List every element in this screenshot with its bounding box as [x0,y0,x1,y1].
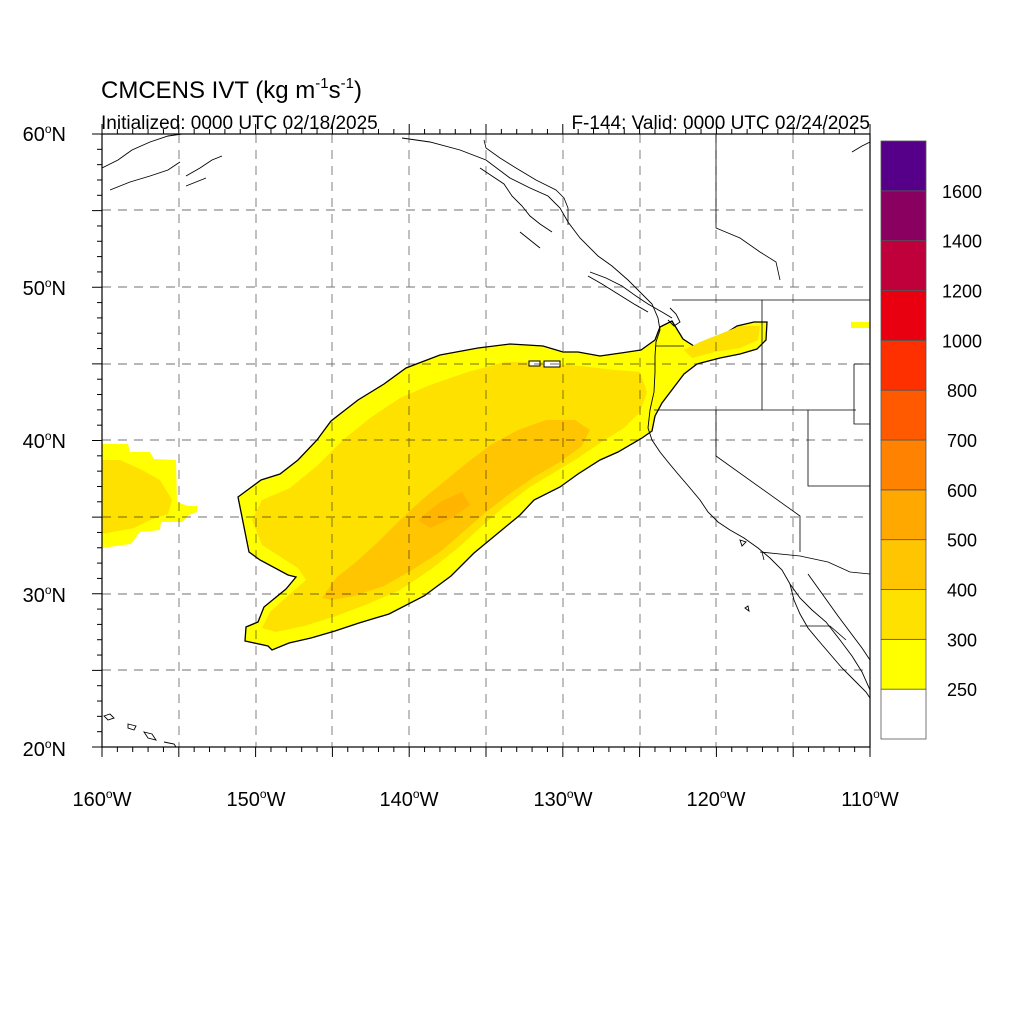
lon-label-120: 120oW [687,787,746,811]
colorbar-swatch [880,638,927,690]
axis-ticks [92,124,871,757]
ivt-shading [102,320,870,651]
colorbar-swatch [880,339,927,391]
map-title: CMCENS IVT (kg m-1s-1) [101,75,362,104]
lon-label-150: 150oW [227,787,286,811]
colorbar-swatch [880,489,927,541]
colorbar-swatch [880,290,927,341]
colorbar-swatch [880,190,927,242]
lon-label-140: 140oW [380,787,439,811]
lon-label-110: 110oW [841,787,899,811]
init-time-label: Initialized: 0000 UTC 02/18/2025 [101,113,378,134]
lat-label-20: 20oN [23,737,66,761]
lat-label-60: 60oN [23,122,66,146]
latitude-labels: 60oN 50oN 40oN 30oN 20oN [23,122,66,761]
lat-label-40: 40oN [23,429,66,453]
colorbar-label: 400 [947,581,977,601]
colorbar-label: 500 [947,531,977,551]
colorbar-swatch [880,589,927,640]
colorbar-swatch [880,389,927,441]
colorbar-swatch [880,539,927,590]
colorbar-swatch [880,688,927,740]
colorbar-label: 800 [947,381,977,401]
lat-label-50: 50oN [23,276,66,300]
colorbar-swatch [880,140,927,192]
colorbar-label: 1600 [942,182,982,202]
valid-time-label: F-144: Valid: 0000 UTC 02/24/2025 [571,113,870,134]
colorbar-swatch [880,240,927,291]
colorbar-swatch [880,439,927,491]
coastlines [102,134,870,747]
colorbar-label: 1400 [942,232,982,252]
ivt-colorbar: 250 300 400 500 600 700 800 1000 1200 1400 1600 [880,140,982,740]
lon-label-130: 130oW [534,787,593,811]
colorbar-label: 250 [947,680,977,700]
colorbar-label: 600 [947,481,977,501]
lat-label-30: 30oN [23,583,66,607]
colorbar-label: 300 [947,630,977,650]
colorbar-label: 1000 [942,331,982,351]
colorbar-label: 1200 [942,282,982,302]
map-plot-area [102,134,870,747]
lon-label-160: 160oW [73,787,132,811]
map-gridlines [102,134,870,747]
colorbar-label: 700 [947,431,977,451]
longitude-labels: 160oW 150oW 140oW 130oW 120oW 110oW [73,787,899,811]
